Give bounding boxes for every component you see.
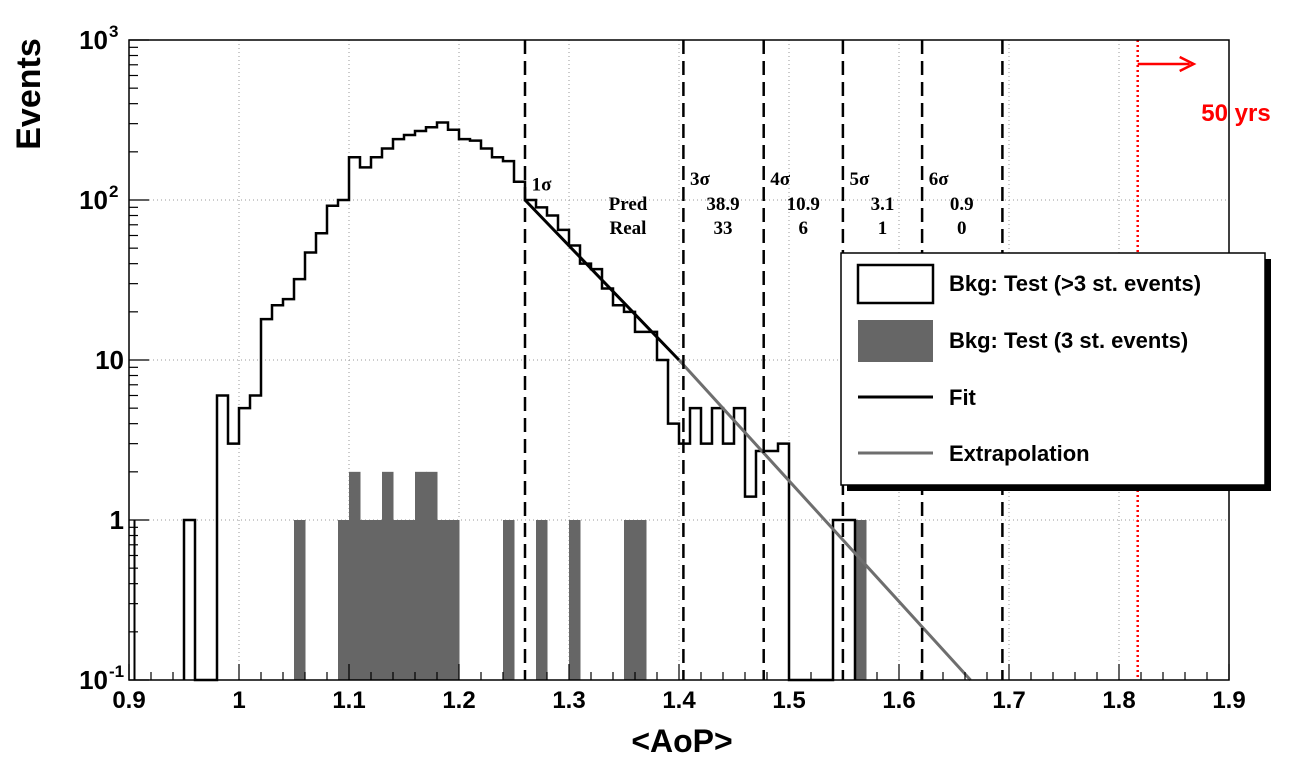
histogram-bar-filled [536, 520, 548, 680]
legend-swatch-outline [856, 263, 935, 305]
pred-value: 0.9 [950, 194, 974, 215]
axis-ticks: 0.9 1 1.1 1.2 1.3 1.4 1.5 1.6 1.7 1.8 1.910 -111010… [79, 22, 1246, 714]
y-tick-label: 1 [110, 505, 124, 535]
y-tick-label: 10 [95, 345, 124, 375]
x-tick-label: 1.8 [1102, 687, 1135, 714]
x-tick-label: 1.5 [772, 687, 805, 714]
legend-label: Fit [949, 385, 977, 410]
histogram-bar-filled [360, 520, 372, 680]
real-value: 0 [957, 218, 967, 239]
x-tick-label: 1.1 [332, 687, 365, 714]
legend: Bkg: Test (>3 st. events) Bkg: Test (3 st… [840, 252, 1271, 491]
histogram-bar-filled [349, 471, 361, 680]
sigma-label: 1σ [532, 174, 553, 195]
sigma-label: 6σ [929, 169, 950, 190]
y-tick-exponent: 3 [109, 22, 118, 41]
histogram-bar-filled [503, 520, 515, 680]
x-tick-label: 1.7 [992, 687, 1025, 714]
lifetime-arrow-head [1179, 55, 1197, 73]
x-tick-label: 1.9 [1212, 687, 1245, 714]
histogram-bar-filled [855, 520, 867, 680]
real-value: 1 [878, 218, 888, 239]
y-tick-exponent: -1 [109, 662, 124, 681]
sigma-label: 3σ [690, 169, 711, 190]
real-value: 33 [714, 218, 733, 239]
lifetime-label: 50 yrs [1201, 100, 1270, 127]
histogram-outline-path [182, 121, 857, 682]
x-tick-label: 1 [232, 687, 245, 714]
legend-swatch-filled [858, 320, 933, 362]
histogram-bar-filled [338, 520, 350, 680]
histogram-outline-series [133, 121, 857, 682]
legend-label: Bkg: Test (>3 st. events) [949, 271, 1201, 296]
y-tick-label: 10 [79, 185, 108, 215]
legend-label: Bkg: Test (3 st. events) [949, 328, 1188, 353]
histogram-bar-filled [624, 520, 636, 680]
y-tick-label: 10 [79, 25, 108, 55]
histogram-bar-filled [437, 520, 449, 680]
histogram-bar-filled [393, 520, 405, 680]
histogram-bar-filled [448, 520, 460, 680]
x-tick-label: 1.3 [552, 687, 585, 714]
histogram-bar-filled [635, 520, 647, 680]
extrapolation-line [677, 358, 972, 682]
histogram-bar-filled [294, 520, 306, 680]
histogram-bar-filled [426, 471, 438, 680]
pred-row-label: Pred [609, 194, 648, 215]
x-tick-label: 1.6 [882, 687, 915, 714]
sigma-label: 4σ [770, 169, 791, 190]
real-row-label: Real [610, 218, 647, 239]
pred-value: 10.9 [787, 194, 820, 215]
x-tick-label: 1.2 [442, 687, 475, 714]
x-tick-label: 0.9 [112, 687, 145, 714]
histogram-filled-series [294, 471, 867, 680]
histogram-bar-filled [371, 520, 383, 680]
x-tick-label: 1.4 [662, 687, 696, 714]
y-tick-exponent: 2 [109, 182, 118, 201]
real-value: 6 [799, 218, 809, 239]
histogram-bar-filled [382, 471, 394, 680]
histogram-bar-filled [415, 471, 427, 680]
pred-value: 3.1 [871, 194, 895, 215]
fit-line [523, 198, 681, 362]
y-tick-label: 10 [79, 665, 108, 695]
legend-label: Extrapolation [949, 441, 1090, 466]
histogram-bar-filled [569, 520, 581, 680]
histogram-bar-filled [404, 520, 416, 680]
fit-lines [523, 198, 972, 682]
pred-value: 38.9 [706, 194, 739, 215]
sigma-label: 5σ [850, 169, 871, 190]
y-axis-label: Events [10, 38, 48, 150]
x-axis-label: <AoP> [631, 723, 732, 759]
